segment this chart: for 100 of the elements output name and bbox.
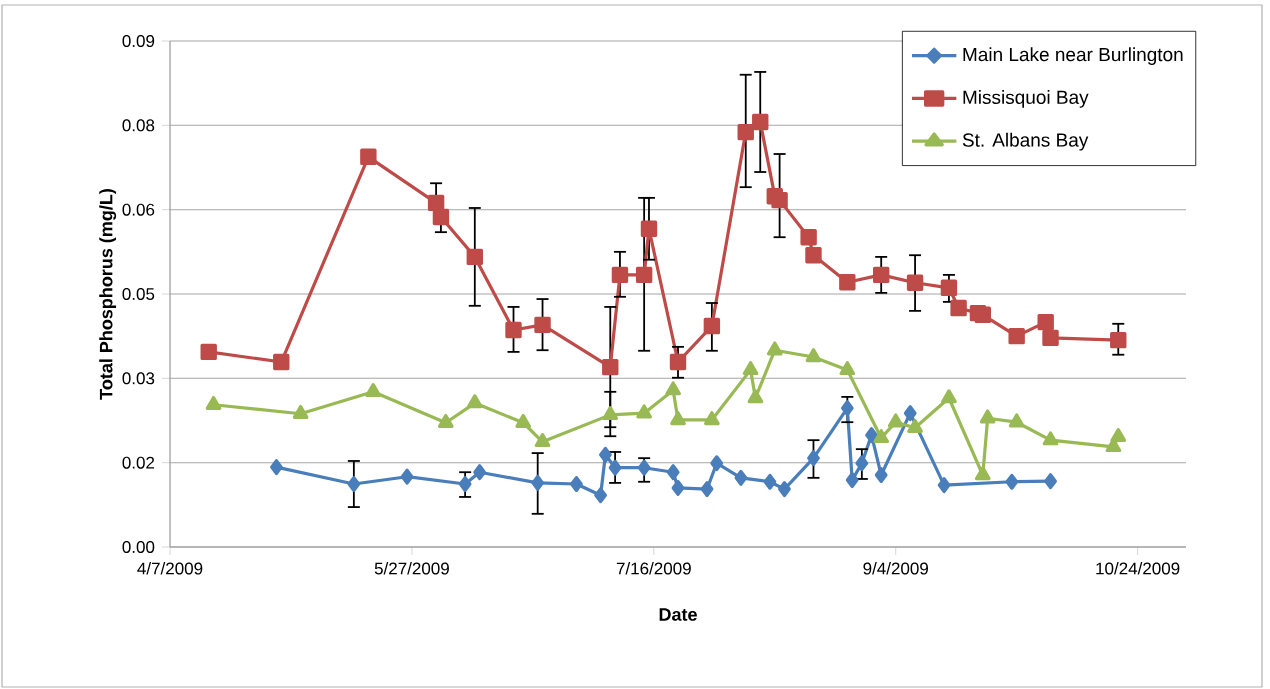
point <box>865 427 878 444</box>
point <box>602 358 619 376</box>
x-tick-label: 9/4/2009 <box>863 562 928 575</box>
point <box>437 413 454 428</box>
point <box>710 455 724 472</box>
y-tick-label: 0.03 <box>122 372 155 385</box>
point <box>1110 428 1127 442</box>
point <box>873 429 890 444</box>
y-tick-label: 0.00 <box>122 540 155 553</box>
point <box>1042 329 1059 347</box>
point <box>637 459 651 476</box>
point <box>907 419 923 433</box>
point <box>766 341 783 356</box>
point <box>700 481 714 498</box>
point <box>805 247 822 264</box>
x-tick-label: 10/24/2009 <box>1096 562 1180 575</box>
point <box>839 274 856 291</box>
point <box>1110 331 1127 349</box>
x-tick-label: 4/7/2009 <box>137 562 203 575</box>
point <box>270 459 283 476</box>
point <box>979 409 996 424</box>
point <box>1044 473 1057 490</box>
point <box>839 361 856 376</box>
point <box>974 466 991 481</box>
y-tick-label: 0.02 <box>122 456 155 469</box>
x-tick-label: 7/16/2009 <box>616 562 691 575</box>
y-axis-title: Total Phosphorus (mg/L) <box>99 189 117 400</box>
point <box>800 229 817 246</box>
point <box>599 446 612 463</box>
point <box>1042 431 1059 446</box>
point <box>200 343 217 361</box>
legend-label: St. Albans Bay <box>962 132 1089 151</box>
point <box>292 404 309 419</box>
y-tick-label: 0.08 <box>122 119 155 132</box>
point <box>608 459 622 476</box>
point <box>635 266 653 284</box>
point <box>665 381 681 396</box>
point <box>845 472 859 489</box>
point <box>703 317 721 335</box>
point <box>974 306 991 323</box>
point <box>458 476 472 493</box>
point <box>594 487 607 504</box>
point <box>940 279 958 297</box>
point <box>763 473 777 490</box>
point <box>805 348 822 363</box>
x-tick-label: 5/27/2009 <box>374 562 449 575</box>
point <box>205 395 222 410</box>
point <box>937 477 951 494</box>
point <box>1008 413 1025 428</box>
point <box>671 479 685 496</box>
point <box>534 433 551 448</box>
point <box>873 266 890 284</box>
point <box>747 389 764 404</box>
point <box>473 464 487 481</box>
point <box>432 208 450 226</box>
y-tick-label: 0.09 <box>122 35 155 48</box>
point <box>906 274 924 291</box>
point <box>531 474 545 491</box>
point <box>466 248 483 266</box>
point <box>505 321 522 339</box>
legend-label: Missisquoi Bay <box>963 90 1089 108</box>
point <box>602 406 619 421</box>
point <box>515 413 532 428</box>
point <box>636 404 652 419</box>
point <box>666 464 680 481</box>
point <box>534 316 551 334</box>
y-tick-label: 0.05 <box>122 287 155 301</box>
point <box>273 353 290 371</box>
point <box>611 266 629 284</box>
point <box>807 450 820 467</box>
point <box>1005 473 1019 490</box>
point <box>734 469 748 486</box>
point <box>855 455 869 472</box>
point <box>365 383 382 398</box>
point <box>771 191 788 209</box>
point <box>840 400 854 417</box>
point <box>742 361 759 376</box>
point <box>360 148 377 166</box>
point <box>570 476 583 493</box>
point <box>752 113 769 131</box>
point <box>669 353 687 371</box>
point <box>704 411 720 426</box>
point <box>1037 313 1054 331</box>
point <box>640 220 658 237</box>
x-axis-title: Date <box>659 608 697 621</box>
point <box>1008 327 1025 345</box>
legend-label: Main Lake near Burlington <box>963 47 1183 66</box>
point <box>466 394 483 409</box>
point <box>950 299 967 317</box>
point <box>670 411 686 426</box>
point <box>778 481 791 498</box>
point <box>903 405 917 422</box>
point <box>941 389 957 404</box>
point <box>400 468 414 485</box>
point <box>737 123 754 141</box>
point <box>347 476 361 493</box>
point <box>874 467 888 484</box>
y-tick-label: 0.06 <box>122 203 155 216</box>
point <box>887 413 904 428</box>
point <box>427 194 445 212</box>
